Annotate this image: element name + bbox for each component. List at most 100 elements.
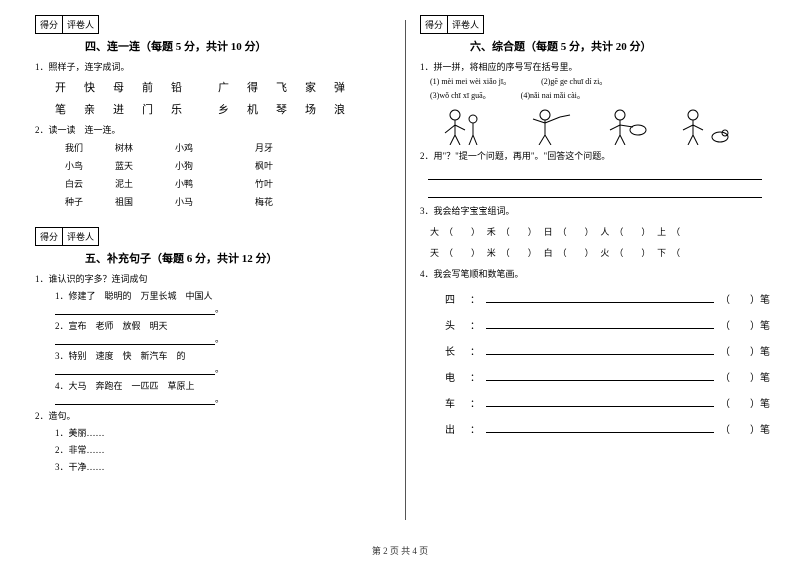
q6-1: 1．拼一拼，将相应的序号写在括号里。 <box>420 60 770 73</box>
section-6-title: 六、综合题（每题 5 分，共计 20 分） <box>470 38 770 54</box>
fc: 禾 <box>487 225 501 238</box>
fc: 火 <box>600 246 614 259</box>
pinyin-row-1: (1) mèi mei wèi xiǎo jī。(2)gē ge chuī dí… <box>430 76 770 87</box>
answer-line[interactable] <box>55 305 215 315</box>
char: 广 <box>218 79 229 95</box>
stroke-line[interactable] <box>486 397 714 407</box>
q5-1: 1．谁认识的字多？连词成句 <box>35 272 385 285</box>
pw: 泥土 <box>115 177 175 190</box>
sc: 车 <box>445 395 470 410</box>
paren[interactable]: （ <box>671 227 680 237</box>
grader-cell: 评卷人 <box>63 227 99 246</box>
char: 母 <box>113 79 124 95</box>
column-divider <box>405 20 406 520</box>
pw: 小鸟 <box>65 159 115 172</box>
fc: 上 <box>657 225 671 238</box>
answer-line[interactable] <box>428 186 762 198</box>
char: 进 <box>113 101 124 117</box>
paren[interactable]: （ ） <box>444 248 476 258</box>
paren[interactable]: （ ） <box>501 227 533 237</box>
pw: 枫叶 <box>255 159 305 172</box>
stroke-line[interactable] <box>486 345 714 355</box>
score-box-4: 得分 评卷人 <box>35 15 385 34</box>
stroke-tail[interactable]: （ ）笔 <box>720 395 770 410</box>
py: (4)nǎi nai mǎi cài。 <box>521 90 585 101</box>
char-row-2: 笔 亲 进 门 乐 乡 机 琴 场 浪 <box>55 101 385 117</box>
fc: 天 <box>430 246 444 259</box>
stroke-tail[interactable]: （ ）笔 <box>720 421 770 436</box>
paren[interactable]: （ ） <box>558 227 590 237</box>
stroke-tail[interactable]: （ ）笔 <box>720 369 770 384</box>
paren[interactable]: （ ） <box>614 248 646 258</box>
pw: 祖国 <box>115 195 175 208</box>
paren[interactable]: （ ） <box>501 248 533 258</box>
char: 乐 <box>171 101 182 117</box>
left-column: 得分 评卷人 四、连一连（每题 5 分，共计 10 分） 1．照样子，连字成词。… <box>35 15 385 477</box>
paren[interactable]: （ ） <box>558 248 590 258</box>
fill-row-2: 天（ ） 米（ ） 白（ ） 火（ ） 下（ <box>430 246 770 259</box>
fc: 大 <box>430 225 444 238</box>
stroke-line[interactable] <box>486 371 714 381</box>
pair-row: 种子祖国小马梅花 <box>65 195 385 208</box>
char: 笔 <box>55 101 66 117</box>
char: 机 <box>247 101 258 117</box>
pw: 小鸭 <box>175 177 255 190</box>
answer-line[interactable] <box>428 168 762 180</box>
pw: 月牙 <box>255 141 305 154</box>
answer-line[interactable] <box>55 395 215 405</box>
char: 家 <box>305 79 316 95</box>
fc: 白 <box>544 246 558 259</box>
sent-text: 2．宣布 老师 放假 明天 <box>55 321 168 331</box>
char: 铅 <box>171 79 182 95</box>
stroke-line[interactable] <box>486 293 714 303</box>
make-item: 1．美丽…… <box>55 426 385 439</box>
make-item: 3．干净…… <box>55 460 385 473</box>
bi: 笔 <box>760 399 770 410</box>
answer-line[interactable] <box>55 335 215 345</box>
char: 门 <box>142 101 153 117</box>
char: 飞 <box>276 79 287 95</box>
paren[interactable]: （ ） <box>614 227 646 237</box>
section-4-title: 四、连一连（每题 5 分，共计 10 分） <box>85 38 385 54</box>
char: 前 <box>142 79 153 95</box>
sc: 长 <box>445 343 470 358</box>
py: (2)gē ge chuī dí zi。 <box>541 76 607 87</box>
fc: 日 <box>544 225 558 238</box>
sc: 出 <box>445 421 470 436</box>
stroke-tail[interactable]: （ ）笔 <box>720 343 770 358</box>
paren[interactable]: （ <box>671 248 680 258</box>
sent-item: 3．特别 速度 快 新汽车 的。 <box>55 349 385 375</box>
stroke-row: 四：（ ）笔 <box>445 291 770 306</box>
char: 浪 <box>334 101 345 117</box>
pw: 小马 <box>175 195 255 208</box>
score-cell: 得分 <box>35 15 63 34</box>
figure-4-icon <box>675 105 735 145</box>
sent-text: 1．修建了 聪明的 万里长城 中国人 <box>55 291 213 301</box>
sent-item: 4．大马 奔跑在 一匹匹 草原上。 <box>55 379 385 405</box>
pair-row: 小鸟蓝天小狗枫叶 <box>65 159 385 172</box>
char: 快 <box>84 79 95 95</box>
fc: 米 <box>487 246 501 259</box>
q6-2: 2．用"？"提一个问题，再用"。"回答这个问题。 <box>420 149 770 162</box>
pw: 树林 <box>115 141 175 154</box>
answer-line[interactable] <box>55 365 215 375</box>
q6-4: 4．我会写笔顺和数笔画。 <box>420 267 770 280</box>
pw: 梅花 <box>255 195 305 208</box>
pw: 蓝天 <box>115 159 175 172</box>
sc: 头 <box>445 317 470 332</box>
stroke-tail[interactable]: （ ）笔 <box>720 317 770 332</box>
stroke-line[interactable] <box>486 423 714 433</box>
grader-cell: 评卷人 <box>63 15 99 34</box>
pair-row: 我们树林小鸡月牙 <box>65 141 385 154</box>
score-cell: 得分 <box>420 15 448 34</box>
paren[interactable]: （ ） <box>444 227 476 237</box>
make-item: 2．非常…… <box>55 443 385 456</box>
sent-text: 3．特别 速度 快 新汽车 的 <box>55 351 186 361</box>
pw: 竹叶 <box>255 177 305 190</box>
stroke-line[interactable] <box>486 319 714 329</box>
stroke-tail[interactable]: （ ）笔 <box>720 291 770 306</box>
char: 亲 <box>84 101 95 117</box>
q4-1: 1．照样子，连字成词。 <box>35 60 385 73</box>
pair-row: 白云泥土小鸭竹叶 <box>65 177 385 190</box>
char: 场 <box>305 101 316 117</box>
